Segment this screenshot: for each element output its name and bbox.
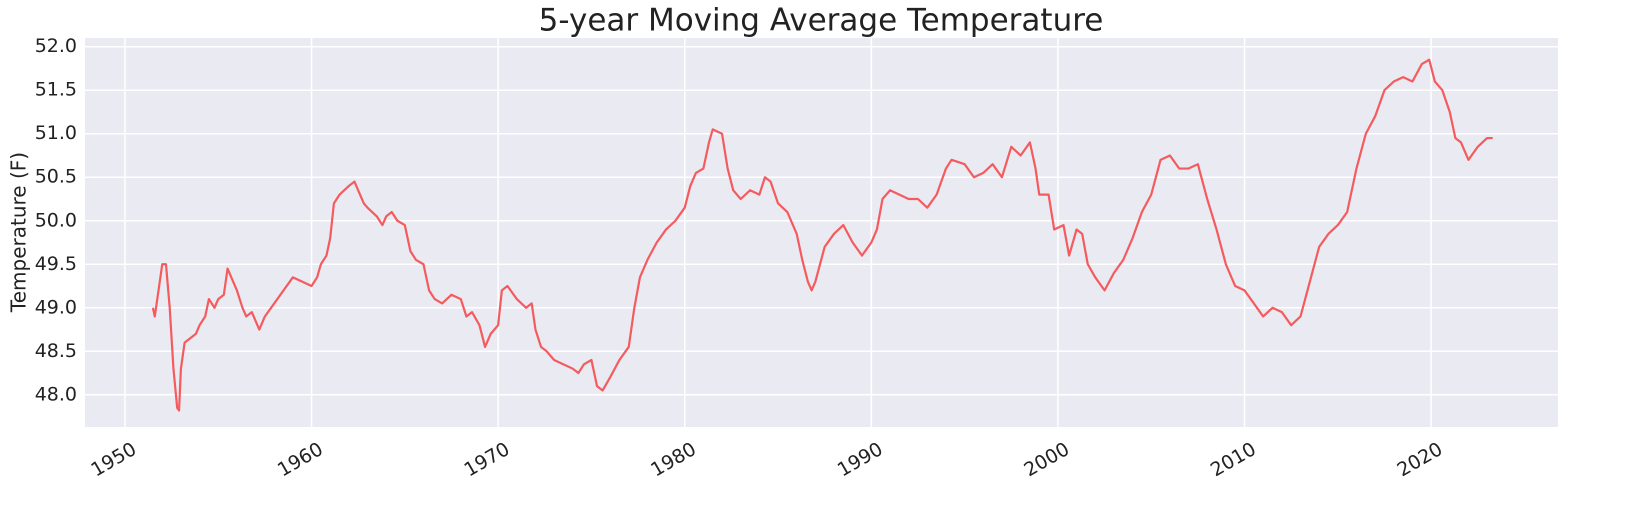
y-tick-label: 51.0 — [35, 122, 77, 144]
y-tick-label: 50.0 — [35, 209, 77, 231]
y-tick-label: 48.5 — [35, 340, 77, 362]
x-tick-label: 1980 — [647, 438, 700, 481]
x-tick-label: 1990 — [834, 438, 887, 481]
x-tick-label: 2010 — [1207, 438, 1260, 481]
y-tick-label: 51.5 — [35, 79, 77, 101]
y-tick-label: 49.5 — [35, 253, 77, 275]
x-tick-label: 2020 — [1394, 438, 1447, 481]
data-line — [151, 58, 1493, 412]
plot-area — [85, 38, 1558, 427]
x-tick-label: 1970 — [461, 438, 514, 481]
y-tick-label: 52.0 — [35, 35, 77, 57]
y-tick-label: 50.5 — [35, 166, 77, 188]
y-tick-label: 49.0 — [35, 296, 77, 318]
x-tick-label: 1950 — [87, 438, 140, 481]
x-tick-label: 1960 — [274, 438, 327, 481]
y-axis-label: Temperature (F) — [7, 152, 31, 313]
y-tick-label: 48.0 — [35, 383, 77, 405]
x-tick-label: 2000 — [1020, 438, 1073, 481]
chart-title: 5-year Moving Average Temperature — [539, 3, 1104, 39]
